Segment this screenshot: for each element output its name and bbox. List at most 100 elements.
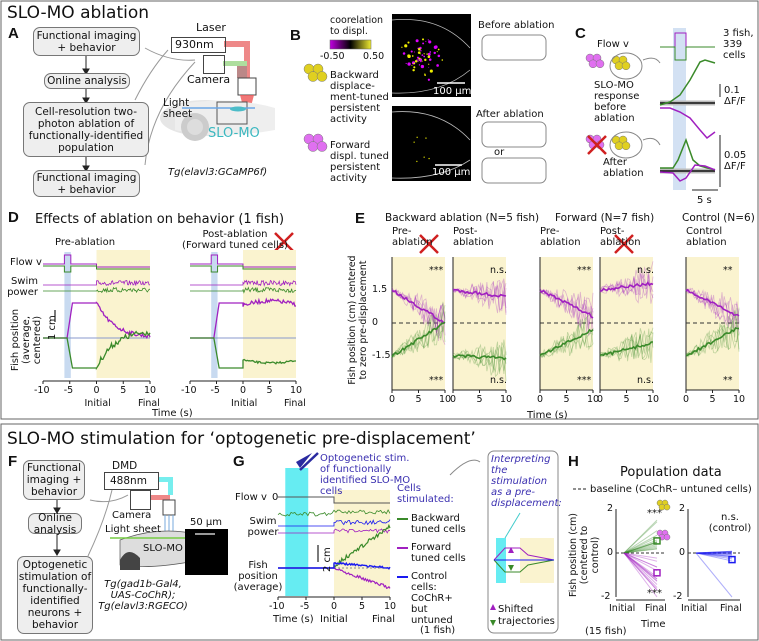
fish-line-control <box>695 552 733 557</box>
fish-trace-forward <box>685 289 740 333</box>
fish-line-control <box>695 550 733 554</box>
flow-band <box>211 252 218 378</box>
fish-trace-forward <box>685 289 740 332</box>
activity-dot <box>421 54 424 57</box>
g-x-tick-label: -5 <box>300 601 310 612</box>
activity-dot <box>420 60 422 63</box>
fish-line-backward <box>623 545 658 554</box>
swim-power-forward <box>43 279 150 286</box>
e-x-tick-label: 0 <box>597 394 604 405</box>
activity-dot <box>427 78 431 81</box>
c-time-scale: 5 s <box>697 195 712 206</box>
backward-cell-cluster-icon <box>307 71 319 82</box>
after-ablation-box-2 <box>481 157 547 184</box>
activity-dot <box>411 55 414 57</box>
activity-dot <box>436 64 439 67</box>
stim-arrow-icon <box>296 452 319 471</box>
fish-trace-backward <box>452 346 507 373</box>
fish-line-control <box>695 551 733 554</box>
fish-line-backward <box>623 541 658 554</box>
d-x-tick-label: 10 <box>144 385 157 396</box>
fish-line-forward <box>623 552 658 585</box>
panel-label-d: D <box>8 209 19 226</box>
e-sig-top: n.s. <box>637 265 655 276</box>
h-x-tick-final: Final <box>720 603 742 614</box>
ablated-cross-icon <box>274 232 294 252</box>
backward-cell-cluster-icon <box>621 61 631 71</box>
e-sig-bottom: n.s. <box>490 375 508 386</box>
fish-trace-forward <box>539 287 594 330</box>
fish-line-forward <box>623 552 658 591</box>
activity-dot <box>410 50 413 53</box>
e-x-tick-label: 10 <box>647 394 660 405</box>
fish-trace-forward <box>391 288 446 342</box>
f-light-sheet-label: Light sheet <box>105 524 161 535</box>
panel-f-curved-arrows <box>87 489 129 557</box>
panel-a-flow-arrows <box>82 55 90 172</box>
h-title: Population data <box>620 465 722 480</box>
panel-label-a: A <box>8 25 19 42</box>
activity-dot <box>411 65 413 67</box>
colorbar-max: 0.50 <box>363 51 385 62</box>
d-swim-label: Swim power <box>7 276 38 298</box>
swim-power-forward <box>278 528 391 534</box>
d-x-tick-label: -5 <box>63 385 74 396</box>
panel-label-c: C <box>575 25 586 42</box>
h-y-tick-label: 2 <box>679 503 686 514</box>
e-sig-bottom: *** <box>429 375 444 386</box>
mean-trace-forward <box>539 289 594 319</box>
h-x-tick-initial: Initial <box>681 603 708 614</box>
panel-label-g: G <box>233 453 245 470</box>
e-x-tick-label: 0 <box>537 394 544 405</box>
fish-line-forward <box>623 552 658 598</box>
ablated-cross-icon <box>419 234 439 254</box>
step-functional-imaging: Functional imaging + behavior <box>33 27 140 56</box>
activity-dot <box>425 40 427 42</box>
d-initial-label: Initial <box>231 398 258 409</box>
step-online-analysis: Online analysis <box>44 73 130 89</box>
trajectories-label: trajectories <box>498 616 555 627</box>
mean-trace-forward <box>599 281 654 292</box>
fish-line-backward <box>623 547 658 554</box>
d-x-tick-label: 5 <box>120 385 127 396</box>
e-x-tick-label: 5 <box>623 394 630 405</box>
transgenic-line: Tg(elavl3:GCaMP6f) <box>168 167 268 178</box>
activity-dot <box>441 59 444 61</box>
fish-line-forward <box>623 552 658 582</box>
g-x-tick-label: -10 <box>269 601 285 612</box>
forward-cell-cluster-icon <box>307 141 319 152</box>
flow-trace-backward <box>43 265 150 273</box>
e-panel-title: Pre-ablation <box>392 226 433 248</box>
activity-dot <box>413 66 416 69</box>
fish-line-forward <box>623 552 658 572</box>
scale-bar-label-before: 100 µm <box>433 86 472 97</box>
panel-a-microscope <box>160 41 275 141</box>
activity-dot <box>415 39 419 43</box>
h-sig-bottom: *** <box>647 588 662 599</box>
fish-line-backward <box>623 530 658 554</box>
d-post-title: Post-ablation (Forward tuned cells) <box>182 229 288 251</box>
colorbar-min: -0.50 <box>320 51 345 62</box>
backward-cell-cluster-icon <box>621 141 631 151</box>
panel-label-e: E <box>355 210 366 227</box>
d-final-label: Final <box>284 398 306 409</box>
activity-dot <box>429 69 433 73</box>
e-x-tick-label: 5 <box>709 394 716 405</box>
fish-line-backward <box>623 521 658 554</box>
activity-dot <box>413 62 416 65</box>
activity-dot <box>413 51 415 53</box>
mean-trace-backward <box>599 341 653 357</box>
f-transgenic-line: Tg(gad1b-Gal4, UAS-CoChR); Tg(elavl3:RGE… <box>98 579 188 612</box>
before-ablation-image <box>392 14 471 97</box>
h-n-label: (15 fish) <box>585 626 627 637</box>
e-sig-top: n.s. <box>490 265 508 276</box>
activity-dot <box>420 50 422 52</box>
e-x-tick-label: 5 <box>476 394 483 405</box>
d-x-tick-label: 0 <box>93 385 100 396</box>
e-sig-top: *** <box>429 265 444 276</box>
e-x-tick-label: 10 <box>733 394 746 405</box>
fish-line-backward <box>623 519 658 554</box>
fish-line-backward <box>623 539 658 554</box>
activity-dot <box>436 51 438 53</box>
